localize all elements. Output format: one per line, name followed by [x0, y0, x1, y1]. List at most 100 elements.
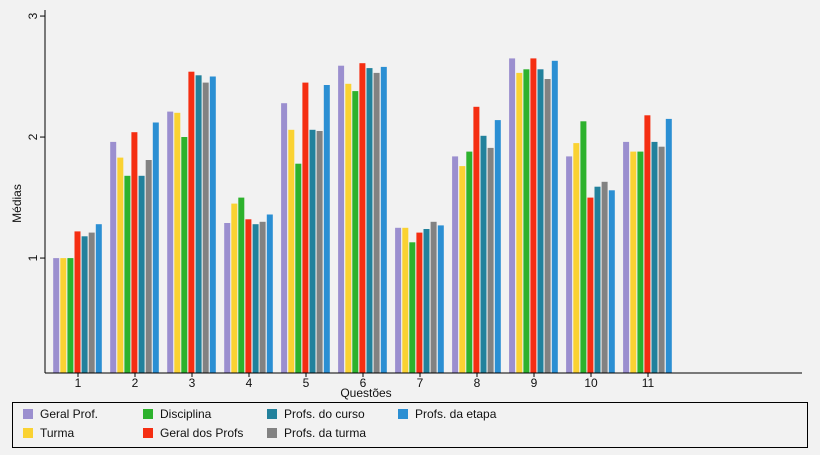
bar-q6-profs-do-curso	[366, 68, 373, 373]
bar-q9-profs-da-etapa	[551, 60, 558, 374]
bars-layer	[53, 58, 672, 374]
bar-q4-profs-da-turma	[259, 221, 266, 374]
bar-q9-profs-do-curso	[537, 69, 544, 374]
bar-q10-geral-prof-	[566, 156, 573, 373]
bar-q11-profs-do-curso	[651, 141, 658, 373]
bar-q1-profs-do-curso	[81, 236, 88, 373]
legend: Geral Prof. Turma Disciplina Geral dos Prof…	[12, 402, 808, 448]
x-tick-label: 9	[531, 376, 538, 390]
legend-swatch	[143, 409, 153, 419]
legend-swatch	[23, 409, 33, 419]
bar-q3-turma	[174, 112, 181, 374]
legend-label: Geral dos Profs	[160, 426, 244, 440]
bar-q3-disciplina	[181, 137, 188, 373]
bar-q8-geral-prof-	[452, 156, 459, 373]
bar-q8-disciplina	[466, 151, 473, 373]
bar-q11-turma	[630, 151, 637, 373]
bar-q5-disciplina	[295, 163, 302, 373]
legend-item-disciplina: Disciplina	[143, 407, 211, 421]
legend-item-profs-da-turma: Profs. da turma	[267, 426, 366, 440]
x-tick-label: 1	[75, 376, 82, 390]
bar-q8-geral-dos-profs	[473, 106, 480, 374]
bar-q2-turma	[117, 157, 124, 373]
bar-q8-profs-do-curso	[480, 135, 487, 373]
bar-q4-geral-dos-profs	[245, 219, 252, 373]
bar-q2-profs-da-etapa	[152, 122, 159, 373]
y-axis-title: Médias	[10, 184, 24, 223]
bar-q8-profs-da-turma	[487, 147, 494, 373]
x-tick-label: 5	[303, 376, 310, 390]
bar-q10-turma	[573, 143, 580, 373]
bar-q6-turma	[345, 83, 352, 374]
bar-q6-profs-da-etapa	[380, 66, 387, 374]
bar-q3-profs-do-curso	[195, 75, 202, 374]
x-tick-label: 8	[474, 376, 481, 390]
y-tick-label: 1	[26, 254, 40, 261]
bar-q7-profs-da-etapa	[437, 225, 444, 373]
legend-label: Profs. da turma	[284, 426, 367, 440]
bar-q7-profs-do-curso	[423, 229, 430, 373]
bar-q4-profs-da-etapa	[266, 214, 273, 373]
bar-q2-geral-prof-	[110, 141, 117, 373]
ticks-layer: 1 2 3 1 2 3 4 5 6 7 8 9 10 11	[26, 12, 655, 390]
legend-item-profs-do-curso: Profs. do curso	[267, 407, 365, 421]
bar-q2-profs-da-turma	[145, 160, 152, 373]
bar-q2-disciplina	[124, 175, 131, 373]
legend-label: Profs. do curso	[284, 407, 365, 421]
legend-item-geral-dos-profs: Geral dos Profs	[143, 426, 243, 440]
bar-q11-geral-dos-profs	[644, 115, 651, 374]
bar-q3-geral-dos-profs	[188, 71, 195, 373]
x-tick-label: 3	[189, 376, 196, 390]
bar-q3-profs-da-etapa	[209, 76, 216, 373]
bar-q2-geral-dos-profs	[131, 132, 138, 373]
x-axis-title: Questões	[340, 386, 391, 400]
x-tick-label: 11	[642, 376, 655, 390]
legend-item-geral-prof-: Geral Prof.	[23, 407, 98, 421]
x-tick-label: 6	[360, 376, 367, 390]
bar-q5-turma	[288, 129, 295, 373]
bar-q1-turma	[60, 258, 67, 373]
bar-q11-profs-da-etapa	[665, 118, 672, 374]
bar-q6-geral-dos-profs	[359, 63, 366, 373]
legend-swatch	[398, 409, 408, 419]
legend-swatch	[143, 428, 153, 438]
bar-q9-disciplina	[523, 69, 530, 374]
x-tick-label: 10	[584, 376, 598, 390]
x-tick-label: 2	[132, 376, 139, 390]
bar-q9-geral-prof-	[509, 58, 516, 374]
y-tick-label: 2	[26, 133, 40, 140]
bar-q9-turma	[516, 72, 523, 374]
legend-item-profs-da-etapa: Profs. da etapa	[398, 407, 496, 421]
bar-q10-disciplina	[580, 121, 587, 373]
bar-q5-profs-do-curso	[309, 129, 316, 373]
x-tick-label: 7	[417, 376, 424, 390]
bar-q4-geral-prof-	[224, 223, 231, 373]
bar-q1-geral-dos-profs	[74, 231, 81, 373]
bar-q9-profs-da-turma	[544, 79, 551, 373]
bar-q8-turma	[459, 166, 466, 373]
legend-label: Profs. da etapa	[415, 407, 497, 421]
legend-label: Geral Prof.	[40, 407, 99, 421]
bar-q11-profs-da-turma	[658, 146, 665, 373]
bar-q7-geral-dos-profs	[416, 232, 423, 373]
bar-q4-turma	[231, 203, 238, 373]
bar-q4-disciplina	[238, 197, 245, 373]
bar-q4-profs-do-curso	[252, 224, 259, 373]
bar-q1-profs-da-turma	[88, 232, 95, 373]
bar-q8-profs-da-etapa	[494, 120, 501, 373]
bar-q6-geral-prof-	[338, 65, 345, 373]
bar-chart: 1 2 3 1 2 3 4 5 6 7 8 9 10 11 Questões Médias	[10, 10, 802, 400]
legend-label: Disciplina	[160, 407, 212, 421]
bar-q6-disciplina	[352, 91, 359, 373]
y-tick-label: 3	[26, 12, 40, 19]
bar-q7-turma	[402, 227, 409, 373]
bar-q11-disciplina	[637, 151, 644, 373]
bar-q7-disciplina	[409, 242, 416, 373]
legend-item-turma: Turma	[23, 426, 74, 440]
bar-q5-geral-prof-	[281, 103, 288, 373]
bar-q3-geral-prof-	[167, 111, 174, 373]
legend-swatch	[267, 409, 277, 419]
bar-q3-profs-da-turma	[202, 82, 209, 373]
bar-q10-profs-do-curso	[594, 186, 601, 373]
bar-q9-geral-dos-profs	[530, 58, 537, 374]
